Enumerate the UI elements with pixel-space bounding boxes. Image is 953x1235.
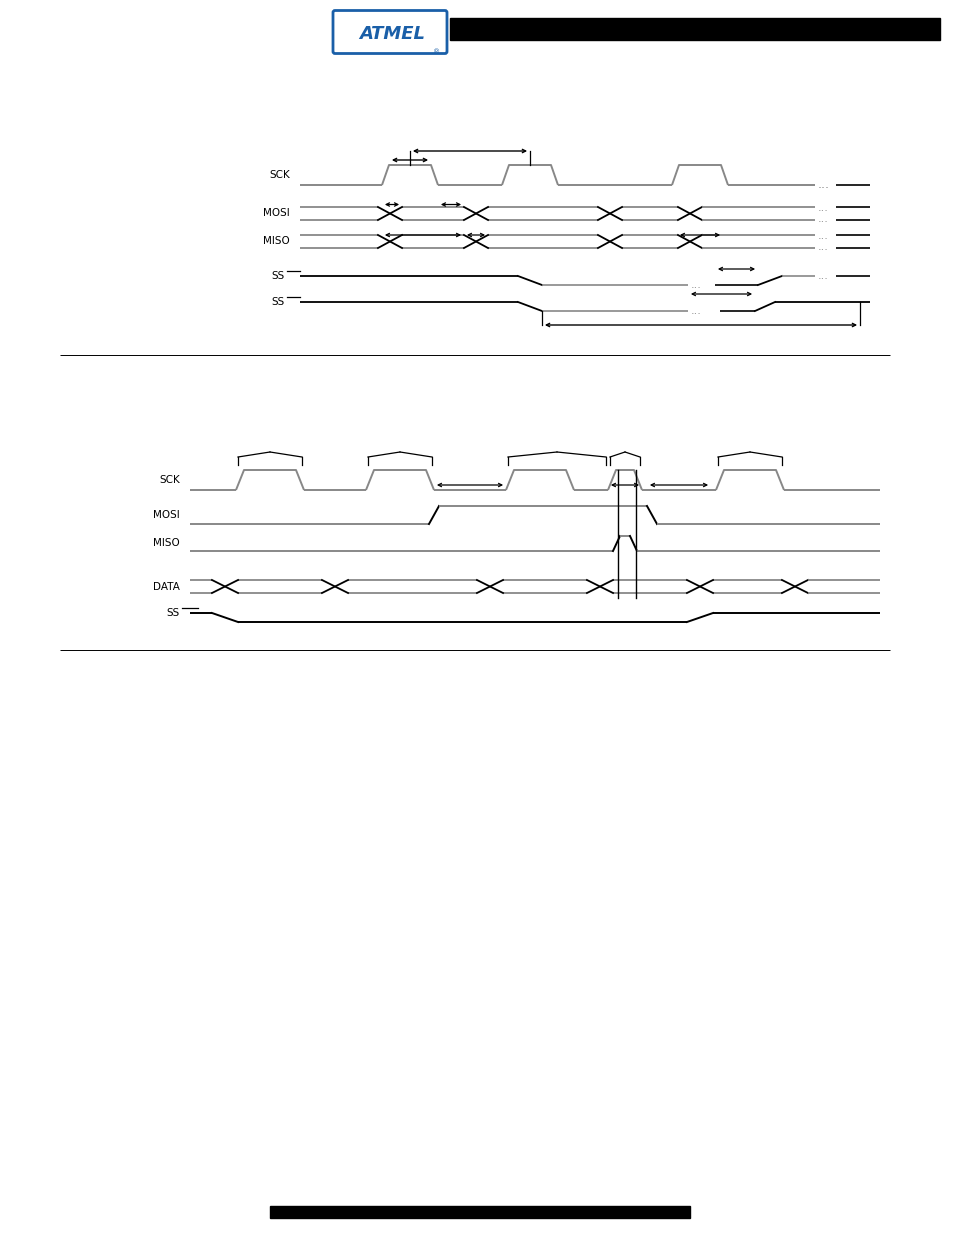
Text: DATA: DATA xyxy=(153,582,180,592)
Text: MOSI: MOSI xyxy=(263,209,290,219)
Text: SCK: SCK xyxy=(159,475,180,485)
Text: MISO: MISO xyxy=(153,538,180,548)
Text: ...: ... xyxy=(817,270,828,282)
Text: ...: ... xyxy=(817,203,828,212)
Bar xyxy=(450,19,939,40)
Text: ...: ... xyxy=(817,179,829,191)
Text: ...: ... xyxy=(817,242,828,252)
Text: SS: SS xyxy=(167,608,180,618)
Text: ...: ... xyxy=(690,280,701,290)
Text: MISO: MISO xyxy=(263,236,290,247)
Text: SS: SS xyxy=(272,296,285,308)
Text: ATMEL: ATMEL xyxy=(358,25,424,43)
Text: SCK: SCK xyxy=(269,170,290,180)
Text: ...: ... xyxy=(817,214,828,224)
FancyBboxPatch shape xyxy=(333,11,447,53)
Text: ®: ® xyxy=(433,49,440,56)
Text: SS: SS xyxy=(272,270,285,282)
Text: ...: ... xyxy=(817,231,828,241)
Text: ...: ... xyxy=(690,306,701,316)
Bar xyxy=(270,1207,689,1218)
Text: MOSI: MOSI xyxy=(153,510,180,520)
